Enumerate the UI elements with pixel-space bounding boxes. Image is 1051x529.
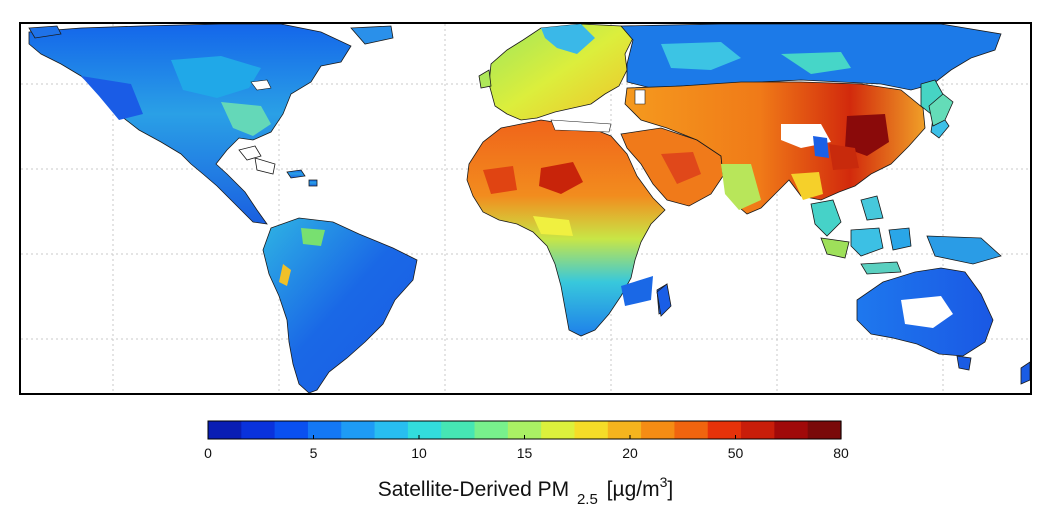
colorbar-unit-close: ] bbox=[667, 478, 674, 501]
colorbar-title: Satellite-Derived PM 2.5 [µg/m3] bbox=[0, 474, 1051, 508]
island-japan bbox=[928, 93, 954, 127]
colorbar-tick-label: 50 bbox=[728, 445, 744, 461]
colorbar-swatch bbox=[474, 421, 509, 439]
colorbar-swatch bbox=[641, 421, 676, 439]
colorbar-swatch bbox=[307, 421, 342, 439]
colorbar-swatch bbox=[607, 421, 642, 439]
colorbar-swatch bbox=[541, 421, 576, 439]
colorbar-swatch bbox=[441, 421, 476, 439]
colorbar-swatch bbox=[208, 421, 242, 439]
colorbar-swatch bbox=[774, 421, 809, 439]
colorbar-svg: 0 5 10 15 20 50 80 bbox=[204, 420, 849, 461]
colorbar-swatch bbox=[274, 421, 309, 439]
island-new-zealand bbox=[1020, 361, 1030, 385]
colorbar-swatch bbox=[507, 421, 542, 439]
colorbar-tick-label: 0 bbox=[204, 445, 212, 461]
continent-south-america bbox=[262, 217, 418, 393]
colorbar-unit-open: [ bbox=[606, 478, 613, 501]
inland-waters bbox=[250, 79, 646, 133]
colorbar-tick-label: 20 bbox=[622, 445, 638, 461]
colorbar-unit-mu: µg/m bbox=[612, 478, 660, 501]
colorbar-swatch bbox=[674, 421, 709, 439]
colorbar-swatch bbox=[341, 421, 376, 439]
colorbar-swatch bbox=[741, 421, 775, 439]
continent-africa bbox=[466, 119, 670, 337]
region-southeast-asia bbox=[810, 195, 1002, 275]
colorbar-swatch bbox=[807, 421, 842, 439]
colorbar-tick-label: 80 bbox=[833, 445, 849, 461]
colorbar-tick-label: 15 bbox=[517, 445, 533, 461]
pm25-world-map bbox=[19, 22, 1032, 395]
colorbar-title-prefix: Satellite-Derived PM bbox=[377, 478, 570, 501]
region-north-asia bbox=[620, 24, 1002, 91]
continent-north-america bbox=[28, 24, 352, 225]
colorbar-tick-label: 10 bbox=[411, 445, 427, 461]
colorbar-swatch bbox=[574, 421, 609, 439]
island-madagascar bbox=[656, 283, 672, 317]
colorbar-legend: 0 5 10 15 20 50 80 Satellite-Derived PM 2.5 [µ… bbox=[0, 412, 1051, 529]
colorbar-swatch bbox=[374, 421, 409, 439]
colorbar-swatch bbox=[407, 421, 442, 439]
colorbar-swatch bbox=[707, 421, 742, 439]
colorbar-tick-label: 5 bbox=[310, 445, 318, 461]
colorbar-title-subscript: 2.5 bbox=[576, 491, 598, 508]
map-svg bbox=[21, 24, 1030, 393]
continent-europe bbox=[478, 24, 634, 121]
arctic-islands bbox=[28, 25, 394, 45]
colorbar-swatch bbox=[241, 421, 276, 439]
continent-australia bbox=[856, 267, 994, 371]
colorbar-unit-sup: 3 bbox=[659, 474, 668, 490]
